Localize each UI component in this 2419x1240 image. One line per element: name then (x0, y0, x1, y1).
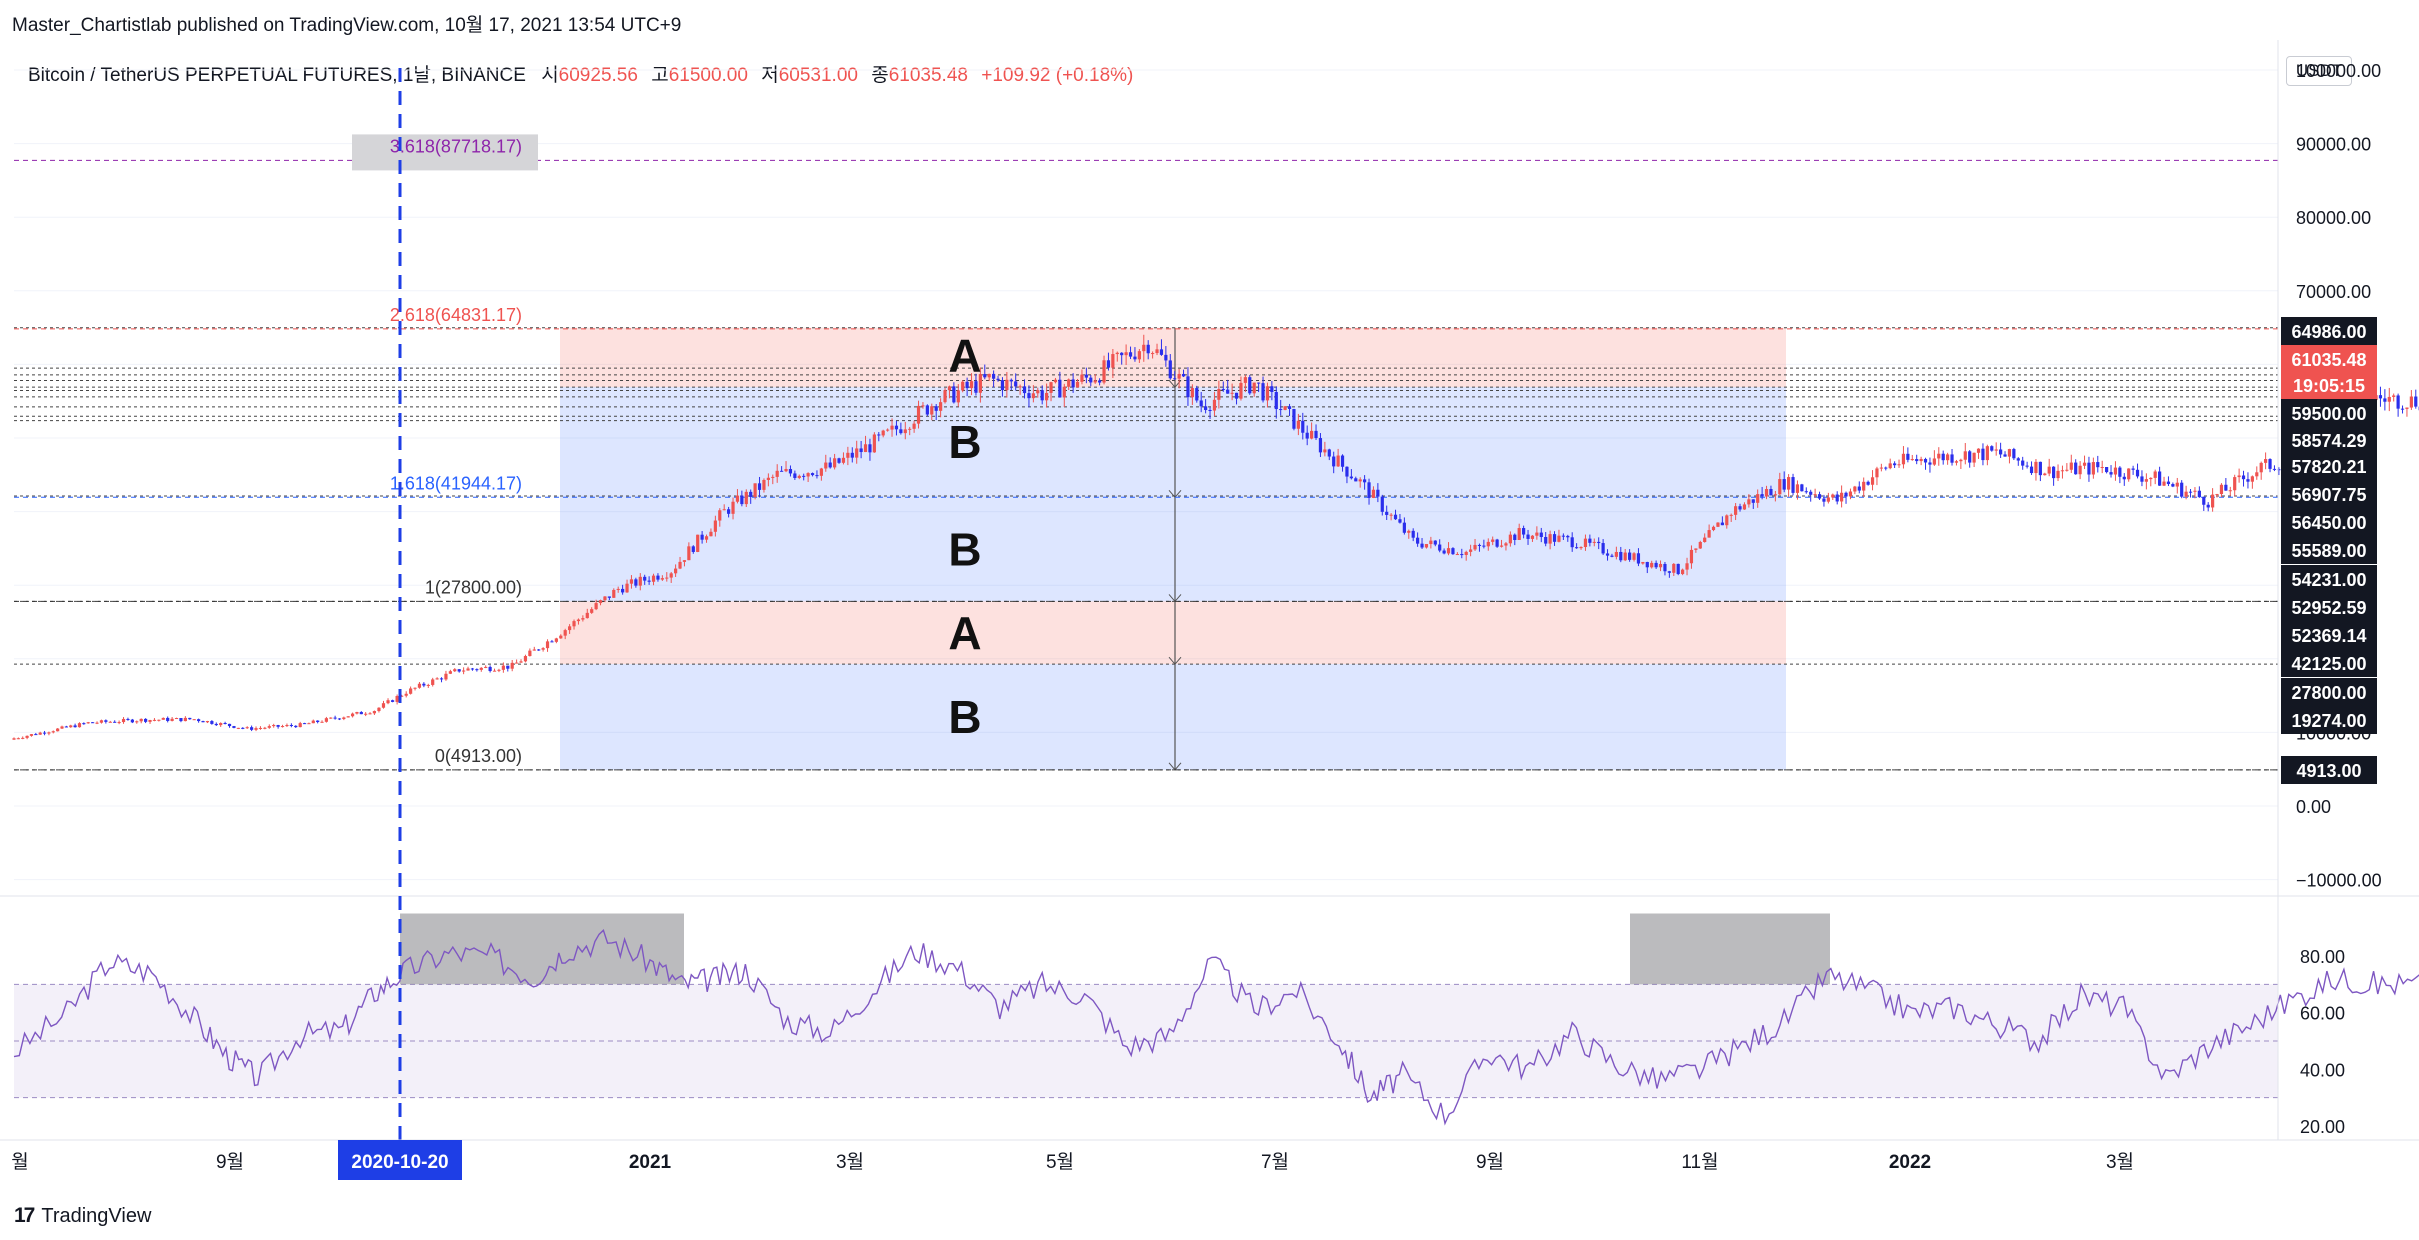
currency-selector[interactable]: USDT (2286, 56, 2352, 86)
price-tag-label: 58574.29 (2291, 431, 2366, 451)
price-tags: 64986.00 59500.00 58574.29 57820.21 56907.75… (2281, 317, 2377, 784)
price-tag-box (2281, 706, 2377, 734)
time-tick: 3월 (836, 1151, 864, 1173)
countdown-label: 19:05:15 (2293, 376, 2365, 396)
rsi-tick: 60.00 (2300, 1004, 2345, 1024)
price-tag-label: 56907.75 (2291, 485, 2366, 505)
price-tag-label: 64986.00 (2291, 322, 2366, 342)
tradingview-logo[interactable]: 17 TradingView (14, 1204, 151, 1228)
price-tag-box (2281, 756, 2377, 784)
fib-label: 2.618(64831.17) (390, 305, 522, 325)
time-tick: 9월 (1476, 1151, 1504, 1173)
price-tag-box (2281, 317, 2377, 345)
price-tag-box (2281, 399, 2377, 427)
price-tick: 70000.00 (2296, 282, 2371, 302)
price-tick: 90000.00 (2296, 135, 2371, 155)
zone-label-a: A (948, 607, 981, 659)
price-tag-box (2281, 536, 2377, 564)
rsi-axis[interactable]: 80.00 60.00 40.00 20.00 (2300, 947, 2345, 1137)
zone-a (560, 601, 1786, 665)
price-tag-box (2281, 621, 2377, 649)
current-price-label: 61035.48 (2291, 350, 2366, 370)
price-tag-label: 54231.00 (2291, 570, 2366, 590)
zone-label-b: B (948, 416, 981, 468)
time-tick: 7월 (1261, 1151, 1289, 1173)
zone-label-b: B (948, 691, 981, 743)
price-tick: −10000.00 (2296, 871, 2382, 891)
branding-text: TradingView (41, 1204, 152, 1227)
rsi-highlight-box (400, 913, 684, 985)
time-tick: 월 (11, 1151, 28, 1173)
highlighted-date-box (338, 1140, 462, 1180)
zone-b (560, 664, 1786, 770)
price-tag-box (2281, 508, 2377, 536)
price-tag-label: 4913.00 (2296, 761, 2361, 781)
fib-labels: 3.618(87718.17) 2.618(64831.17) 1.618(4194… (352, 134, 538, 766)
zone-b (560, 387, 1786, 498)
level-lines (14, 327, 2278, 771)
zone-label-b: B (948, 523, 981, 575)
price-tag-label: 57820.21 (2291, 457, 2366, 477)
fib-label-bg (352, 134, 538, 171)
candles (12, 334, 2419, 740)
rsi-line (13, 929, 2419, 1126)
price-tag-label: 52952.59 (2291, 598, 2366, 618)
rsi-tick: 20.00 (2300, 1117, 2345, 1137)
zone-a (560, 327, 1786, 388)
rsi-tick: 40.00 (2300, 1060, 2345, 1080)
time-tick: 2021 (629, 1152, 672, 1173)
price-tag-label: 55589.00 (2291, 541, 2366, 561)
price-tag-box (2281, 426, 2377, 454)
price-tag-box (2281, 678, 2377, 706)
price-tag-label: 52369.14 (2291, 626, 2366, 646)
fib-label: 1(27800.00) (425, 577, 522, 597)
time-tick: 2022 (1889, 1152, 1931, 1173)
time-axis[interactable]: 월 9월 2020-10-20 2021 3월 5월 7월 9월 11월 2022 3월 (0, 1139, 2419, 1180)
price-tick: 80000.00 (2296, 208, 2371, 228)
price-grid (14, 69, 2278, 881)
fib-label: 0(4913.00) (435, 746, 522, 766)
price-tag-label: 59500.00 (2291, 404, 2366, 424)
price-tag-label: 27800.00 (2291, 683, 2366, 703)
time-tick: 5월 (1046, 1151, 1074, 1173)
rsi-tick: 80.00 (2300, 947, 2345, 967)
tradingview-logo-icon: 17 (14, 1204, 35, 1227)
rsi-pane (0, 895, 2419, 1126)
price-tag-label: 19274.00 (2291, 711, 2366, 731)
price-tick: 0.00 (2296, 797, 2331, 817)
time-tick: 3월 (2106, 1151, 2134, 1173)
price-tag-box (2281, 480, 2377, 508)
price-tag-box (2281, 593, 2377, 621)
time-tick: 9월 (216, 1151, 244, 1173)
current-price-tag (2281, 345, 2377, 399)
price-tag-box (2281, 452, 2377, 480)
fib-label: 3.618(87718.17) (390, 136, 522, 156)
time-tick: 11월 (1681, 1151, 1718, 1173)
price-tag-label: 56450.00 (2291, 513, 2366, 533)
zone-label-a: A (948, 329, 981, 381)
price-tag-box (2281, 649, 2377, 677)
rsi-highlight-box (1630, 913, 1830, 985)
publisher-line: Master_Chartistlab published on TradingV… (12, 15, 682, 36)
price-tick: 100000.00 (2296, 61, 2381, 81)
zone-b (560, 497, 1786, 602)
fib-label: 1.618(41944.17) (390, 473, 522, 493)
fib-zones (560, 327, 1786, 771)
time-tick: 2020-10-20 (351, 1152, 448, 1173)
price-tag-box (2281, 565, 2377, 593)
price-tag-label: 42125.00 (2291, 654, 2366, 674)
